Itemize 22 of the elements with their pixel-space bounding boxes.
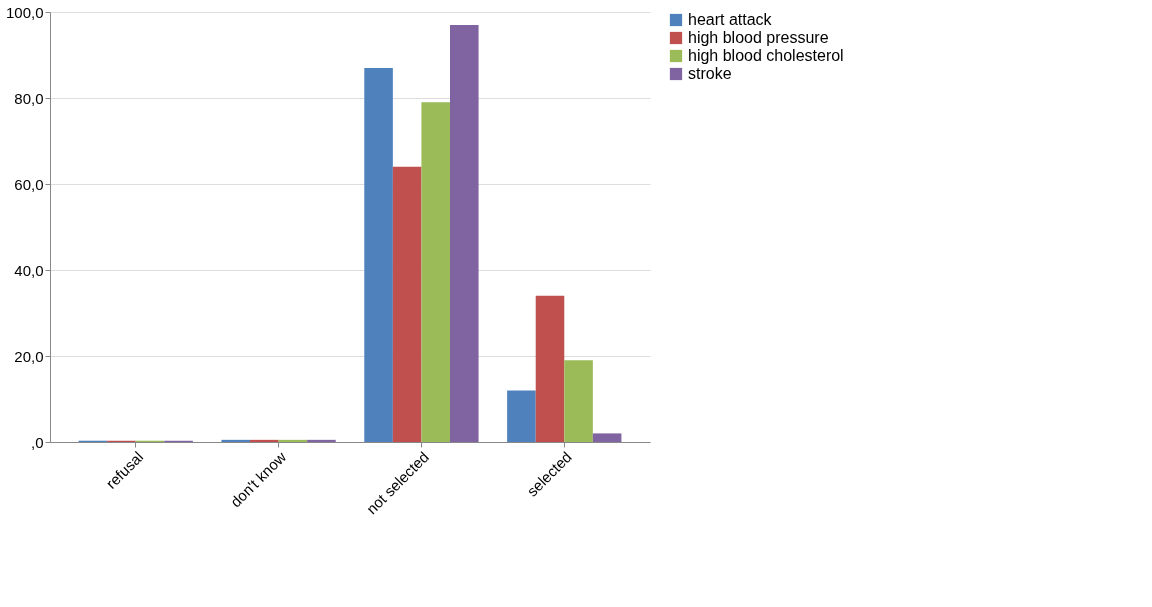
bar [564,360,593,442]
legend-label: heart attack [688,11,773,28]
legend-label: high blood cholesterol [688,47,844,64]
bar [278,439,308,442]
bar [307,439,336,442]
bar [592,433,622,442]
y-tick-label: 40,0 [14,261,44,279]
legend-label: stroke [688,65,732,82]
y-tick-label: 60,0 [14,175,44,193]
bar [507,390,536,442]
y-tick-label: ,0 [30,433,44,451]
legend-label: high blood pressure [688,29,829,46]
bar [250,439,279,442]
bar [221,439,250,442]
bar [364,67,393,442]
bar [535,295,565,442]
y-tick-label: 80,0 [14,89,44,107]
bar [450,24,479,442]
bar [392,166,422,442]
bar [421,102,450,442]
y-tick-label: 100,0 [5,3,44,21]
y-tick-label: 20,0 [14,347,44,365]
